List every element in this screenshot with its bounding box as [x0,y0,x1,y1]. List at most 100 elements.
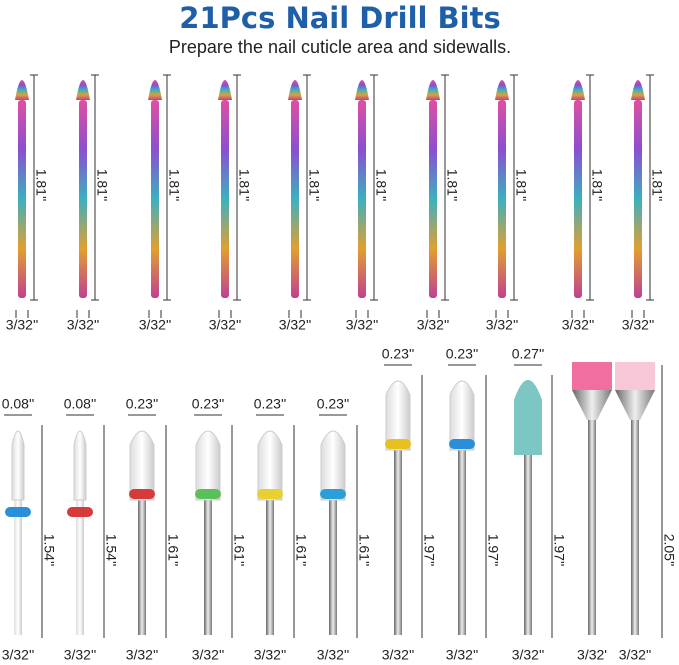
length-label: 1.81'' [33,169,49,202]
shank-label: 3/32'' [562,317,595,333]
bit-head [11,430,25,501]
length-label: 1.81'' [236,169,252,202]
length-label: 1.81'' [306,169,322,202]
shank-label: 3/32'' [6,317,39,333]
bit-shank [358,100,366,298]
bit-head [631,80,645,100]
color-band [195,489,221,499]
bit-shank [138,465,146,635]
length-label: 1.61'' [231,534,247,567]
brush-cup [572,390,612,420]
shank-label: 3/32' [577,647,607,663]
bit-shank [221,100,229,298]
color-band [257,489,283,499]
length-label: 1.81'' [373,169,389,202]
bit-shank [634,100,642,298]
shank-label: 3/32'' [209,317,242,333]
shank-label: 3/32'' [126,647,159,663]
head-label: 0.23'' [192,396,225,412]
title: 21Pcs Nail Drill Bits [179,1,500,35]
bit-shank [524,415,532,635]
head-label: 0.08'' [64,396,97,412]
length-label: 1.81'' [649,169,665,202]
bit-shank [79,100,87,298]
shank-label: 3/32'' [2,647,35,663]
color-band [67,507,93,517]
brush-bristles [572,362,612,390]
bit-shank [574,100,582,298]
length-label: 1.97'' [421,534,437,567]
subtitle: Prepare the nail cuticle area and sidewa… [169,37,511,57]
bit-head [73,430,87,501]
bit-head [148,80,162,100]
shank-label: 3/32'' [417,317,450,333]
bit-head [288,80,302,100]
length-label: 1.61'' [356,534,372,567]
bit-shank [631,420,639,635]
brush-cup [615,390,655,420]
length-label: 2.05'' [661,534,677,567]
length-label: 1.81'' [444,169,460,202]
shank-label: 3/32'' [67,317,100,333]
length-label: 1.61'' [165,534,181,567]
bit-shank [291,100,299,298]
shank-label: 3/32'' [512,647,545,663]
bit-head [385,380,411,451]
bit-shank [14,465,22,635]
bit-head [571,80,585,100]
head-label: 0.23'' [446,346,479,362]
shank-label: 3/32'' [139,317,172,333]
length-label: 1.61'' [293,534,309,567]
bit-head [514,380,542,455]
length-label: 1.54'' [41,534,57,567]
bit-head [218,80,232,100]
shank-label: 3/32'' [446,647,479,663]
shank-label: 3/32'' [382,647,415,663]
shank-label: 3/32'' [192,647,225,663]
head-label: 0.23'' [254,396,287,412]
bit-shank [76,465,84,635]
bit-head [76,80,90,100]
length-label: 1.81'' [589,169,605,202]
bit-head [495,80,509,100]
color-band [385,439,411,449]
shank-label: 3/32'' [346,317,379,333]
shank-label: 3/32'' [64,647,97,663]
shank-label: 3/32'' [619,647,652,663]
bit-head [257,430,283,501]
head-label: 0.23'' [382,346,415,362]
length-label: 1.81'' [94,169,110,202]
bit-shank [18,100,26,298]
bit-head [129,430,155,501]
length-label: 1.54'' [103,534,119,567]
bit-shank [151,100,159,298]
bit-shank [458,415,466,635]
length-label: 1.81'' [166,169,182,202]
bit-shank [394,415,402,635]
length-label: 1.81'' [513,169,529,202]
bit-shank [498,100,506,298]
length-label: 1.97'' [485,534,501,567]
shank-label: 3/32'' [279,317,312,333]
bit-head [15,80,29,100]
length-label: 1.97'' [551,534,567,567]
color-band [320,489,346,499]
bit-shank [588,420,596,635]
bit-shank [329,465,337,635]
head-label: 0.23'' [126,396,159,412]
bit-head [426,80,440,100]
head-label: 0.08'' [2,396,35,412]
bit-shank [266,465,274,635]
shank-label: 3/32'' [486,317,519,333]
color-band [449,439,475,449]
bit-head [449,380,475,451]
bit-shank [429,100,437,298]
color-band [5,507,31,517]
bit-head [195,430,221,501]
shank-label: 3/32'' [622,317,655,333]
head-label: 0.27'' [512,346,545,362]
shank-label: 3/32'' [317,647,350,663]
head-label: 0.23'' [317,396,350,412]
